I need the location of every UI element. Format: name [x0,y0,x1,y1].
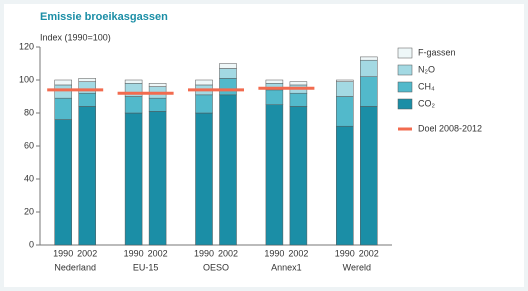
bar-segment [148,97,167,112]
legend-swatch [397,98,413,110]
bar-segment [219,63,237,69]
bar-segment [148,111,167,246]
y-tick-label: 20 [24,206,34,216]
bar-segment [265,104,284,246]
x-tick-label: 1990 [264,248,284,258]
bar-segment [360,56,378,61]
bar-segment [265,89,284,106]
bar-segment [124,96,143,114]
group-label: Wereld [343,262,371,272]
bar-segment [195,94,213,114]
legend-label: Doel 2008-2012 [418,123,482,133]
bar-segment [219,94,237,246]
x-tick-label: 2002 [288,248,308,258]
legend-label: CH₄ [418,81,435,91]
bar-segment [289,81,308,86]
bar-segment [336,96,354,127]
group-label: OESO [203,262,229,272]
bar-segment [195,79,213,86]
y-tick-label: 60 [24,140,34,150]
legend-swatch [397,64,413,76]
x-tick-label: 1990 [335,248,355,258]
y-tick-label: 40 [24,173,34,183]
bar-segment [360,106,378,246]
bar-segment [78,78,96,82]
bar-segment [219,78,237,96]
legend-label: CO₂ [418,98,436,108]
bar-segment [124,112,143,246]
x-tick-label: 1990 [53,248,73,258]
x-tick-label: 2002 [218,248,238,258]
legend-swatch [397,47,413,59]
bar-segment [78,92,96,107]
x-tick-label: 1990 [124,248,144,258]
bar-segment [360,59,378,77]
bar-segment [54,79,72,86]
bar-segment [148,83,167,87]
y-tick-label: 80 [24,107,34,117]
x-tick-label: 2002 [148,248,168,258]
legend-swatch [397,81,413,93]
x-tick-label: 2002 [77,248,97,258]
bar-segment [54,119,72,246]
bar-segment [336,79,354,82]
chart-title: Emissie broeikasgassen [40,11,168,23]
y-tick-label: 100 [19,74,34,84]
bar-segment [124,79,143,84]
group-label: EU-15 [133,262,159,272]
group-label: Annex1 [271,262,302,272]
bar-segment [54,84,72,99]
x-tick-label: 1990 [194,248,214,258]
x-tick-label: 2002 [359,248,379,258]
bar-segment [265,79,284,84]
y-tick-label: 0 [29,239,34,249]
bar-segment [289,106,308,246]
bar-segment [78,81,96,94]
group-label: Nederland [54,262,96,272]
legend-label: N₂O [418,64,435,74]
y-tick-label: 120 [19,41,34,51]
legend-label: F-gassen [418,47,456,57]
bar-segment [195,112,213,246]
y-axis-label: Index (1990=100) [40,32,111,42]
bar-segment [78,106,96,246]
bar-segment [336,125,354,246]
bar-segment [360,76,378,107]
bar-segment [219,68,237,79]
bar-segment [54,97,72,120]
bar-segment [336,81,354,97]
bar-segment [289,92,308,107]
